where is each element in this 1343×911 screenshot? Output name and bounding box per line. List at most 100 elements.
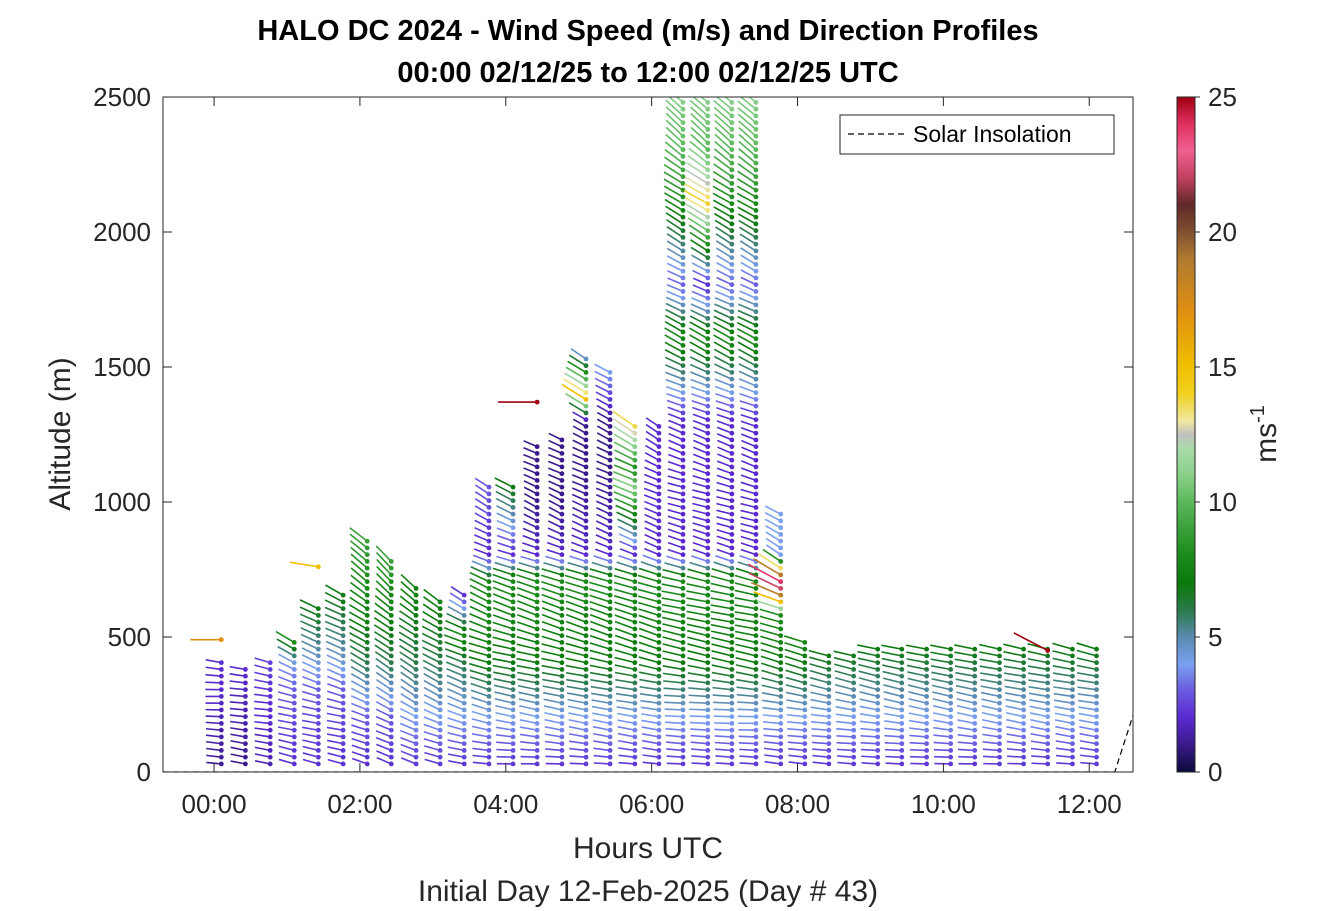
wind-barb bbox=[954, 658, 975, 664]
wind-barb bbox=[931, 671, 951, 677]
wind-barb-point bbox=[802, 721, 808, 726]
wind-barb-point bbox=[583, 667, 589, 672]
wind-barb bbox=[738, 297, 757, 306]
wind-barb bbox=[713, 708, 732, 711]
wind-barb-point bbox=[753, 694, 759, 699]
wind-barb bbox=[957, 711, 975, 718]
wind-barb-point bbox=[656, 660, 662, 666]
wind-barb bbox=[423, 686, 441, 698]
wind-barb bbox=[277, 726, 295, 731]
wind-barb-point bbox=[753, 430, 759, 436]
wind-barb bbox=[398, 638, 417, 650]
wind-barb-point bbox=[1070, 748, 1075, 753]
wind-barb bbox=[572, 446, 587, 455]
wind-barb-point bbox=[291, 761, 297, 767]
wind-barb bbox=[495, 704, 514, 711]
wind-barb bbox=[638, 621, 660, 630]
wind-barb bbox=[325, 640, 344, 650]
wind-barb-point bbox=[583, 430, 589, 436]
wind-barb bbox=[737, 309, 757, 320]
wind-barb bbox=[638, 663, 660, 671]
wind-barb bbox=[565, 587, 587, 596]
wind-barb bbox=[596, 439, 611, 448]
wind-barb-point bbox=[924, 653, 930, 659]
wind-barb-point bbox=[583, 545, 589, 551]
wind-barb bbox=[1028, 692, 1048, 698]
wind-barb-point bbox=[607, 646, 613, 652]
wind-barb bbox=[884, 727, 902, 731]
wind-barb bbox=[714, 212, 733, 225]
wind-barb-point bbox=[729, 471, 735, 477]
wind-barb-point bbox=[632, 437, 638, 443]
wind-barb-point bbox=[486, 707, 492, 713]
wind-barb-point bbox=[778, 727, 784, 733]
wind-barb-point bbox=[583, 606, 589, 612]
wind-barb-point bbox=[437, 653, 443, 659]
wind-barb bbox=[690, 126, 709, 144]
wind-barb bbox=[883, 698, 902, 704]
wind-barb-point bbox=[753, 761, 759, 767]
wind-barb-point bbox=[607, 430, 613, 436]
wind-barb-point bbox=[486, 532, 492, 537]
wind-barb bbox=[596, 467, 611, 475]
wind-barb-point bbox=[388, 707, 394, 713]
wind-barb bbox=[594, 370, 611, 380]
wind-barb-point bbox=[583, 754, 589, 760]
wind-barb-point bbox=[729, 451, 735, 456]
wind-barb-point bbox=[559, 451, 565, 456]
wind-barb bbox=[787, 741, 805, 745]
wind-barb-point bbox=[1094, 741, 1099, 747]
wind-barb-point bbox=[778, 646, 784, 652]
wind-barb-point bbox=[997, 653, 1002, 659]
wind-barb bbox=[617, 739, 636, 745]
wind-barb bbox=[1076, 649, 1097, 657]
wind-barb-point bbox=[753, 646, 759, 652]
colorbar-label: ms-1 bbox=[1247, 405, 1283, 463]
wind-barb bbox=[595, 513, 611, 522]
wind-barb-point bbox=[534, 640, 540, 645]
wind-barb-point bbox=[559, 640, 565, 645]
wind-barb bbox=[906, 658, 927, 664]
wind-barb bbox=[588, 574, 611, 583]
wind-barb bbox=[735, 643, 757, 650]
wind-barb-point bbox=[583, 734, 589, 740]
wind-barb-point bbox=[729, 700, 735, 706]
wind-barb-point bbox=[243, 761, 248, 767]
wind-barb bbox=[716, 276, 733, 286]
wind-barb-point bbox=[461, 694, 467, 699]
wind-barb bbox=[474, 491, 490, 502]
wind-barb-point bbox=[875, 727, 881, 733]
wind-barb-point bbox=[753, 397, 759, 402]
y-tick-label: 2000 bbox=[93, 217, 151, 247]
wind-barb-point bbox=[680, 727, 686, 733]
wind-barb bbox=[567, 360, 587, 374]
wind-barb-point bbox=[291, 646, 297, 652]
wind-barb-point bbox=[243, 694, 248, 699]
wind-barb bbox=[571, 487, 587, 495]
wind-barb-point bbox=[826, 727, 832, 733]
wind-barb-point bbox=[997, 694, 1002, 699]
wind-barb-point bbox=[656, 478, 662, 483]
wind-barb bbox=[812, 754, 829, 758]
wind-barb-point bbox=[753, 235, 759, 240]
wind-barb bbox=[523, 513, 538, 522]
wind-barb bbox=[278, 676, 295, 684]
wind-barb bbox=[254, 693, 271, 698]
wind-barb bbox=[909, 741, 927, 745]
wind-barb-point bbox=[364, 572, 370, 578]
wind-barb-point bbox=[340, 592, 346, 598]
wind-barb-point bbox=[656, 741, 662, 747]
wind-barb bbox=[692, 528, 709, 536]
wind-barb bbox=[470, 689, 490, 698]
wind-barb bbox=[909, 727, 927, 731]
wind-barb-point bbox=[705, 572, 711, 578]
wind-barb bbox=[859, 683, 878, 691]
wind-barb-point bbox=[680, 329, 686, 335]
wind-barb bbox=[595, 500, 611, 509]
wind-barb bbox=[350, 680, 368, 691]
wind-barb-point bbox=[510, 727, 516, 733]
wind-barb-point bbox=[486, 714, 492, 720]
wind-barb bbox=[496, 512, 514, 522]
wind-barb-point bbox=[1094, 754, 1099, 760]
wind-barb-point bbox=[534, 511, 540, 517]
